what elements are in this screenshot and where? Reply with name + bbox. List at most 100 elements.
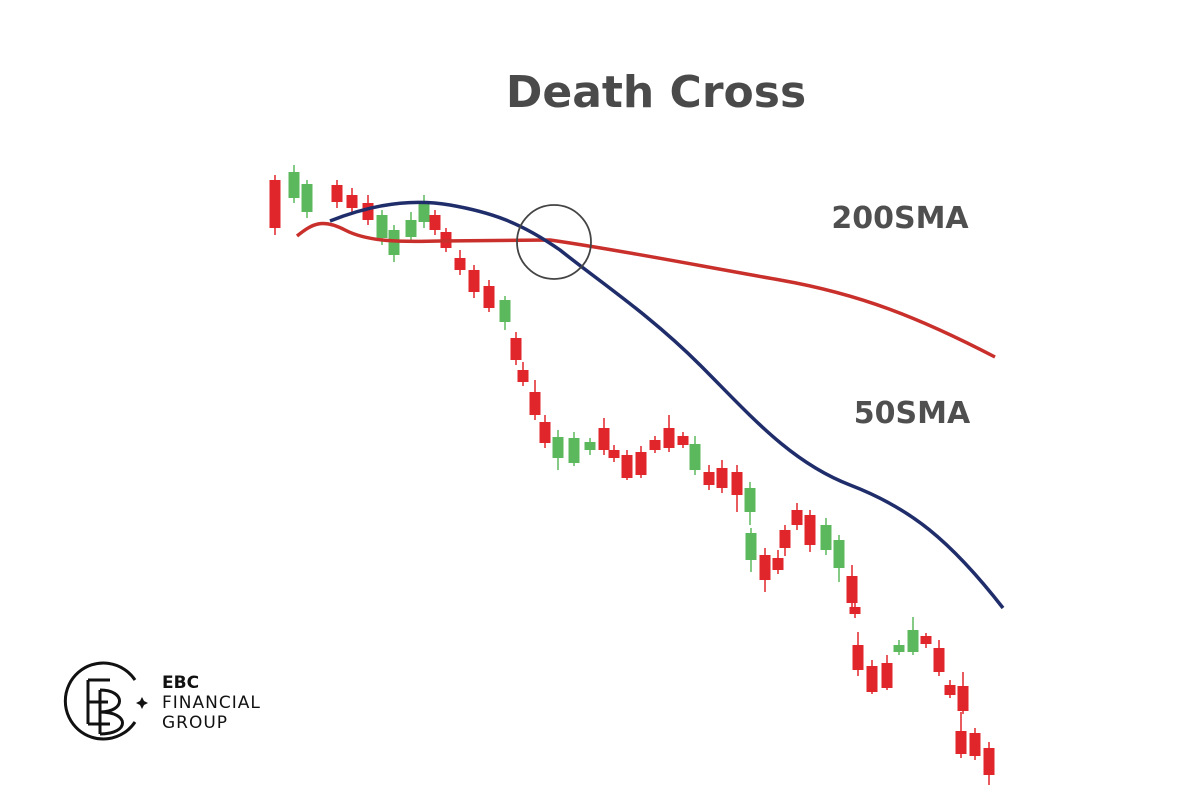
candle	[405, 212, 417, 240]
candle	[510, 332, 522, 365]
candle	[983, 742, 995, 785]
candle	[852, 632, 864, 676]
candle	[598, 418, 610, 455]
body	[881, 663, 893, 688]
cross-circle	[516, 204, 592, 280]
candle	[744, 482, 756, 525]
sma200-label: 200SMA	[831, 201, 969, 236]
body	[517, 370, 529, 382]
body	[621, 455, 633, 478]
body	[405, 220, 417, 237]
candle	[331, 180, 343, 208]
candle	[969, 728, 981, 760]
candle	[957, 672, 969, 714]
body	[983, 748, 995, 775]
body	[957, 686, 969, 711]
body	[529, 392, 541, 415]
candle	[907, 617, 919, 655]
body	[920, 636, 932, 644]
body	[429, 215, 441, 230]
candle	[933, 640, 945, 676]
candle	[820, 518, 832, 555]
body	[418, 202, 430, 222]
candle	[745, 528, 757, 572]
candle	[608, 445, 620, 462]
body	[584, 442, 596, 450]
body	[969, 733, 981, 756]
candle	[635, 446, 647, 478]
candle	[269, 175, 281, 235]
sma200-line	[295, 221, 996, 359]
body	[820, 525, 832, 550]
candle	[568, 432, 580, 466]
candle	[716, 460, 728, 493]
candle	[791, 503, 803, 530]
body	[269, 180, 281, 228]
candle	[804, 510, 816, 552]
body	[454, 258, 466, 270]
body	[846, 576, 858, 603]
candle	[772, 550, 784, 574]
candle	[833, 535, 845, 582]
candle	[893, 640, 905, 655]
logo-name: EBC	[162, 673, 199, 693]
body	[362, 203, 374, 220]
body	[703, 472, 715, 485]
candle	[759, 548, 771, 592]
body	[689, 444, 701, 470]
candle	[677, 432, 689, 448]
candle	[529, 380, 541, 420]
candle	[454, 250, 466, 275]
candle	[944, 680, 956, 698]
body	[893, 645, 905, 652]
candle	[346, 188, 358, 213]
candle	[955, 712, 967, 758]
candle	[483, 280, 495, 312]
candle	[920, 633, 932, 648]
body	[933, 648, 945, 672]
body	[759, 555, 771, 580]
candle	[499, 296, 511, 330]
body	[731, 472, 743, 495]
body	[376, 215, 388, 238]
body	[745, 533, 757, 560]
body	[510, 338, 522, 360]
sma50-label: 50SMA	[854, 396, 971, 431]
logo-line2: GROUP	[162, 713, 228, 733]
candle	[849, 603, 861, 618]
body	[608, 450, 620, 458]
candle	[468, 265, 480, 298]
candle	[866, 660, 878, 694]
body	[331, 185, 343, 202]
body	[288, 172, 300, 198]
body	[301, 184, 313, 212]
candle	[552, 430, 564, 470]
body	[791, 510, 803, 525]
body	[779, 530, 791, 548]
candle	[418, 195, 430, 228]
logo: EBC FINANCIAL GROUP	[63, 661, 260, 741]
body	[833, 540, 845, 568]
body	[852, 645, 864, 670]
body	[849, 607, 861, 614]
body	[677, 436, 689, 445]
body	[483, 286, 495, 308]
candle	[663, 415, 675, 452]
candle	[288, 165, 300, 203]
body	[499, 300, 511, 322]
candle	[539, 415, 551, 448]
body	[539, 422, 551, 443]
title: Death Cross	[506, 67, 806, 118]
body	[955, 731, 967, 754]
body	[346, 195, 358, 208]
candles	[269, 165, 995, 785]
body	[716, 468, 728, 488]
candle	[301, 180, 313, 218]
candle	[731, 465, 743, 512]
candle	[621, 450, 633, 480]
body	[744, 488, 756, 512]
candle	[517, 362, 529, 386]
candle	[703, 465, 715, 490]
